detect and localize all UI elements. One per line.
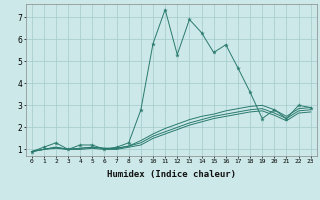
X-axis label: Humidex (Indice chaleur): Humidex (Indice chaleur)	[107, 170, 236, 179]
